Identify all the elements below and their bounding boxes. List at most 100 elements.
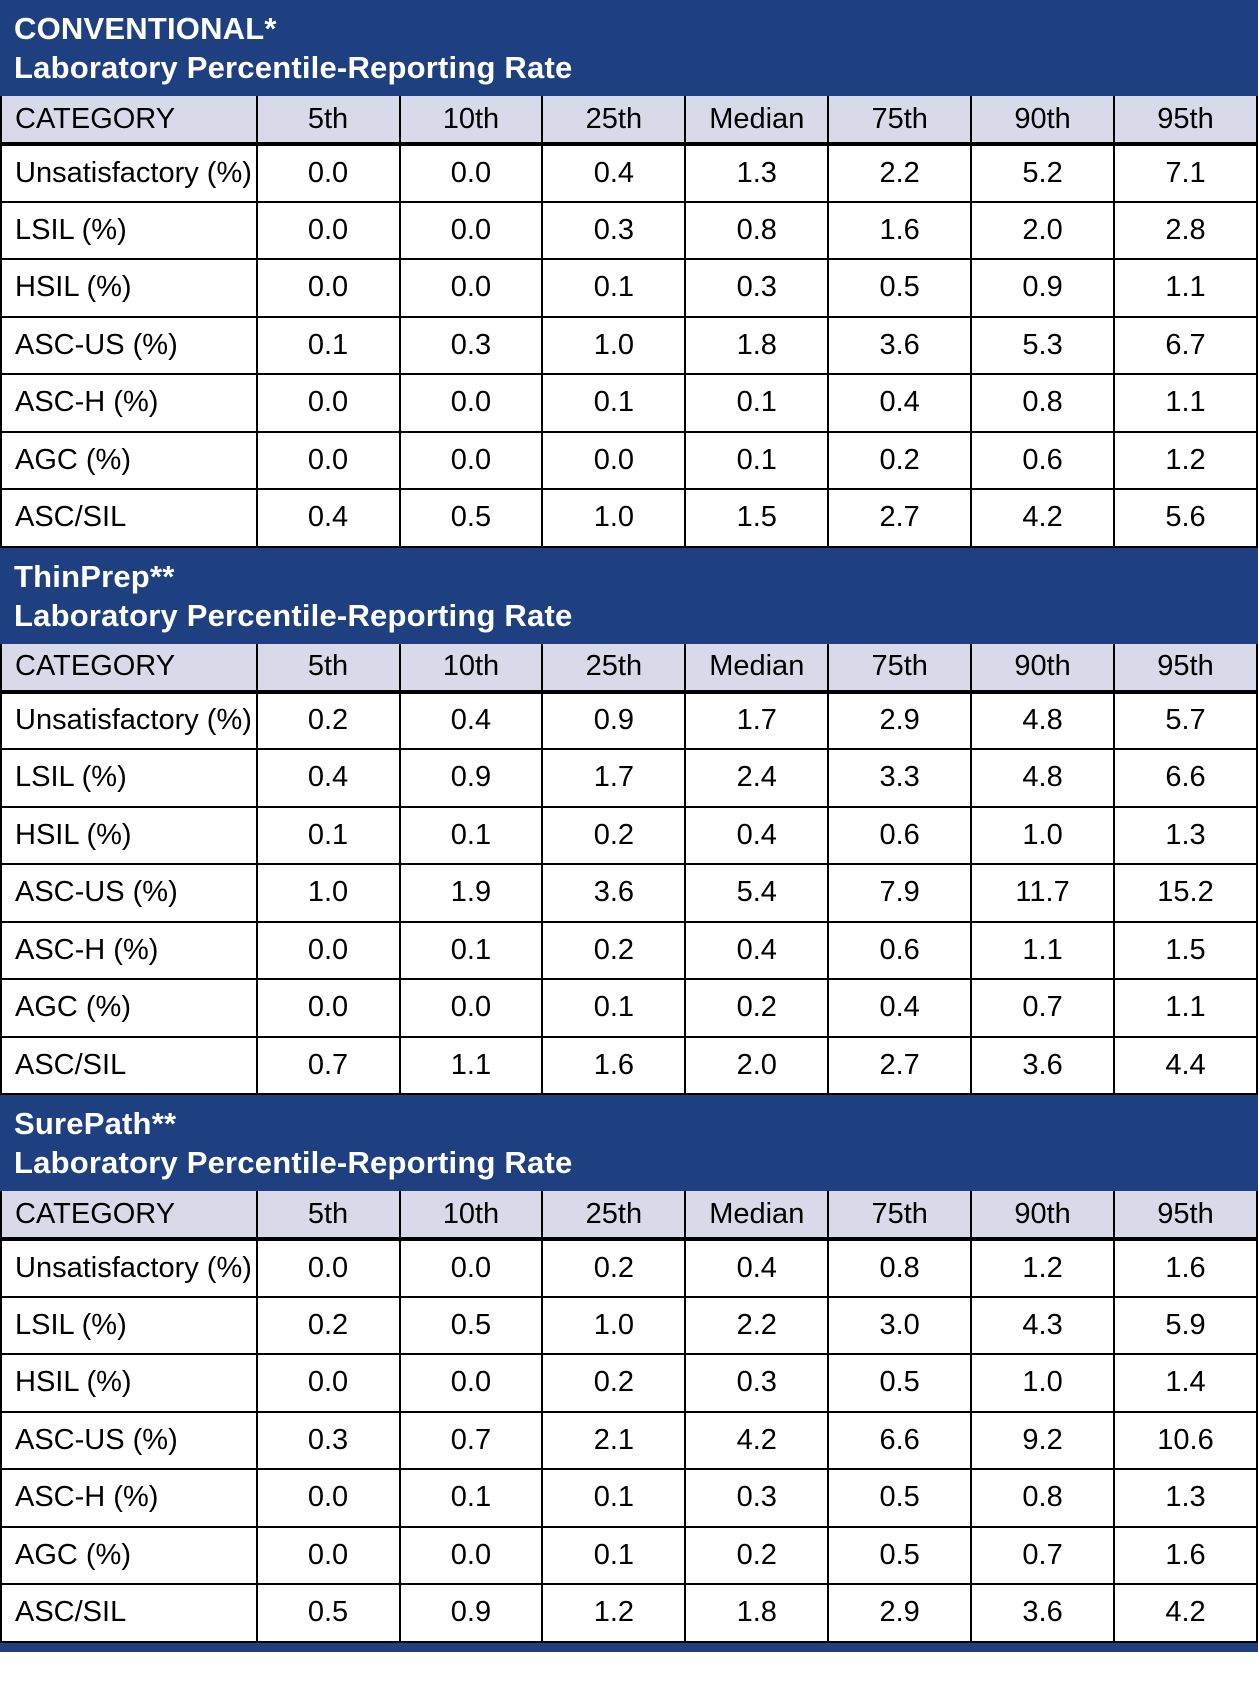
value-cell: 0.0 <box>398 430 544 490</box>
value-cell: 0.2 <box>684 978 830 1038</box>
section-banner: ThinPrep** Laboratory Percentile-Reportin… <box>0 547 1258 644</box>
value-cell: 0.0 <box>398 1238 544 1298</box>
value-cell: 3.6 <box>970 1035 1116 1095</box>
category-cell: ASC-US (%) <box>0 315 258 375</box>
column-header-category: CATEGORY <box>0 643 258 694</box>
value-cell: 1.1 <box>398 1035 544 1095</box>
category-cell: ASC/SIL <box>0 1583 258 1643</box>
value-cell: 1.8 <box>684 1583 830 1643</box>
value-cell: 7.1 <box>1113 143 1258 203</box>
value-cell: 4.4 <box>1113 1035 1258 1095</box>
value-cell: 0.1 <box>398 1468 544 1528</box>
value-cell: 0.2 <box>827 430 973 490</box>
value-cell: 0.2 <box>541 805 687 865</box>
category-cell: ASC-H (%) <box>0 920 258 980</box>
value-cell: 0.0 <box>255 1238 401 1298</box>
value-cell: 0.4 <box>398 690 544 750</box>
percentile-report: CONVENTIONAL* Laboratory Percentile-Repor… <box>0 0 1258 1643</box>
category-cell: AGC (%) <box>0 430 258 490</box>
value-cell: 0.0 <box>255 920 401 980</box>
column-header-5th: 5th <box>255 1191 401 1241</box>
section-title: CONVENTIONAL* <box>14 11 277 46</box>
value-cell: 0.1 <box>398 920 544 980</box>
value-cell: 2.2 <box>684 1295 830 1355</box>
value-cell: 0.3 <box>684 258 830 318</box>
value-cell: 0.2 <box>255 690 401 750</box>
value-cell: 2.2 <box>827 143 973 203</box>
table-row-unsatisfactory: Unsatisfactory (%) 0.2 0.4 0.9 1.7 2.9 4.8 5.7 <box>0 690 1258 750</box>
value-cell: 0.1 <box>684 373 830 433</box>
value-cell: 9.2 <box>970 1410 1116 1470</box>
value-cell: 0.0 <box>398 200 544 260</box>
value-cell: 7.9 <box>827 863 973 923</box>
value-cell: 1.1 <box>1113 978 1258 1038</box>
value-cell: 2.9 <box>827 1583 973 1643</box>
value-cell: 0.2 <box>541 1353 687 1413</box>
value-cell: 0.0 <box>398 143 544 203</box>
value-cell: 0.0 <box>541 430 687 490</box>
column-header-75th: 75th <box>827 1191 973 1241</box>
table-row-asc-us: ASC-US (%) 0.1 0.3 1.0 1.8 3.6 5.3 6.7 <box>0 315 1258 375</box>
value-cell: 0.2 <box>541 920 687 980</box>
value-cell: 1.8 <box>684 315 830 375</box>
value-cell: 1.3 <box>1113 805 1258 865</box>
column-header-10th: 10th <box>398 643 544 694</box>
value-cell: 1.2 <box>970 1238 1116 1298</box>
value-cell: 0.0 <box>398 1525 544 1585</box>
value-cell: 1.4 <box>1113 1353 1258 1413</box>
value-cell: 0.6 <box>970 430 1116 490</box>
table-section-conventional: CONVENTIONAL* Laboratory Percentile-Repor… <box>0 0 1258 548</box>
section-title: SurePath** <box>14 1106 177 1141</box>
table-row-asc-us: ASC-US (%) 0.3 0.7 2.1 4.2 6.6 9.2 10.6 <box>0 1410 1258 1470</box>
value-cell: 0.4 <box>827 978 973 1038</box>
column-header-25th: 25th <box>541 96 687 146</box>
category-cell: Unsatisfactory (%) <box>0 1238 258 1298</box>
value-cell: 1.7 <box>684 690 830 750</box>
column-header-25th: 25th <box>541 1191 687 1241</box>
percentile-table: CATEGORY 5th 10th 25th Median 75th 90th 95th Uns… <box>0 96 1258 548</box>
value-cell: 0.9 <box>541 690 687 750</box>
value-cell: 0.4 <box>541 143 687 203</box>
column-header-90th: 90th <box>970 643 1116 694</box>
value-cell: 0.6 <box>827 920 973 980</box>
category-cell: ASC/SIL <box>0 488 258 548</box>
value-cell: 0.0 <box>255 1353 401 1413</box>
value-cell: 0.0 <box>398 1353 544 1413</box>
value-cell: 4.2 <box>970 488 1116 548</box>
value-cell: 0.5 <box>398 1295 544 1355</box>
column-header-95th: 95th <box>1113 96 1258 146</box>
column-header-10th: 10th <box>398 96 544 146</box>
value-cell: 0.2 <box>255 1295 401 1355</box>
section-subtitle: Laboratory Percentile-Reporting Rate <box>14 597 573 633</box>
value-cell: 5.7 <box>1113 690 1258 750</box>
value-cell: 2.4 <box>684 748 830 808</box>
category-cell: ASC-US (%) <box>0 1410 258 1470</box>
value-cell: 0.0 <box>398 978 544 1038</box>
percentile-table: CATEGORY 5th 10th 25th Median 75th 90th 95th Uns… <box>0 643 1258 1096</box>
value-cell: 0.1 <box>541 1525 687 1585</box>
value-cell: 1.1 <box>1113 373 1258 433</box>
value-cell: 0.0 <box>255 143 401 203</box>
value-cell: 1.3 <box>684 143 830 203</box>
value-cell: 0.5 <box>827 1525 973 1585</box>
value-cell: 0.4 <box>827 373 973 433</box>
table-section-surepath: SurePath** Laboratory Percentile-Reportin… <box>0 1095 1258 1643</box>
value-cell: 1.1 <box>1113 258 1258 318</box>
column-header-90th: 90th <box>970 96 1116 146</box>
value-cell: 0.1 <box>684 430 830 490</box>
table-row-lsil: LSIL (%) 0.4 0.9 1.7 2.4 3.3 4.8 6.6 <box>0 748 1258 808</box>
value-cell: 1.0 <box>970 805 1116 865</box>
value-cell: 5.6 <box>1113 488 1258 548</box>
value-cell: 4.8 <box>970 748 1116 808</box>
value-cell: 0.0 <box>255 1525 401 1585</box>
category-cell: LSIL (%) <box>0 200 258 260</box>
value-cell: 0.4 <box>255 488 401 548</box>
column-header-75th: 75th <box>827 643 973 694</box>
value-cell: 1.2 <box>1113 430 1258 490</box>
value-cell: 2.0 <box>970 200 1116 260</box>
category-cell: HSIL (%) <box>0 258 258 318</box>
table-row-agc: AGC (%) 0.0 0.0 0.1 0.2 0.4 0.7 1.1 <box>0 978 1258 1038</box>
value-cell: 0.7 <box>255 1035 401 1095</box>
value-cell: 1.0 <box>970 1353 1116 1413</box>
column-header-median: Median <box>684 96 830 146</box>
